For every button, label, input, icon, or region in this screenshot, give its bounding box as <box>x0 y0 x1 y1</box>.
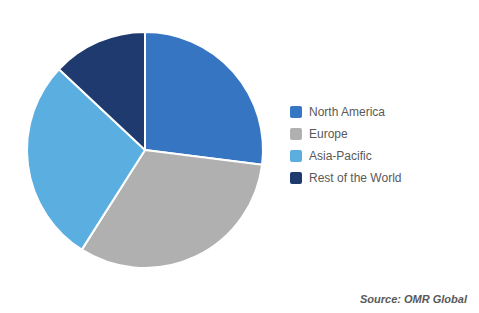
legend-swatch <box>290 128 302 140</box>
legend-swatch <box>290 106 302 118</box>
pie-slice <box>145 32 263 165</box>
legend-swatch <box>290 172 302 184</box>
legend-swatch <box>290 150 302 162</box>
legend: North America Europe Asia-Pacific Rest of t… <box>290 105 401 185</box>
source-note: Source: OMR Global <box>360 293 468 305</box>
chart: North America Europe Asia-Pacific Rest of t… <box>0 0 479 313</box>
legend-label: North America <box>309 105 385 119</box>
legend-label: Europe <box>309 127 348 141</box>
pie <box>27 32 263 268</box>
legend-label: Rest of the World <box>309 171 401 185</box>
legend-label: Asia-Pacific <box>309 149 372 163</box>
pie-slice <box>59 32 145 150</box>
